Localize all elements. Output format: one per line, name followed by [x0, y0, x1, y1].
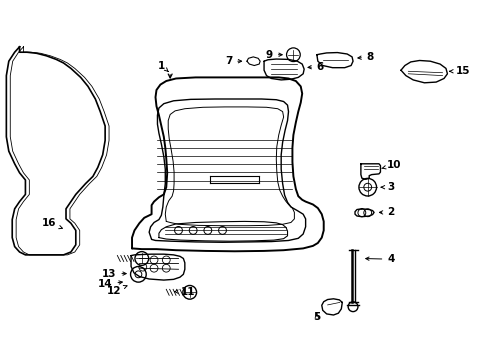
Text: 6: 6 [307, 62, 324, 72]
Text: 10: 10 [381, 160, 401, 170]
Text: 9: 9 [265, 50, 282, 60]
Text: 11: 11 [174, 287, 195, 297]
Circle shape [135, 252, 148, 265]
Text: 13: 13 [102, 269, 126, 279]
Text: 4: 4 [365, 254, 394, 264]
Text: 16: 16 [41, 218, 62, 229]
Text: 8: 8 [357, 52, 373, 62]
Text: 14: 14 [98, 279, 122, 289]
Text: 1: 1 [158, 60, 168, 72]
Circle shape [183, 285, 196, 299]
Text: 2: 2 [379, 207, 394, 217]
Text: 5: 5 [313, 312, 320, 322]
Text: 12: 12 [106, 285, 127, 296]
Text: 3: 3 [381, 182, 394, 192]
Text: 15: 15 [449, 66, 469, 76]
Text: 7: 7 [224, 56, 241, 66]
